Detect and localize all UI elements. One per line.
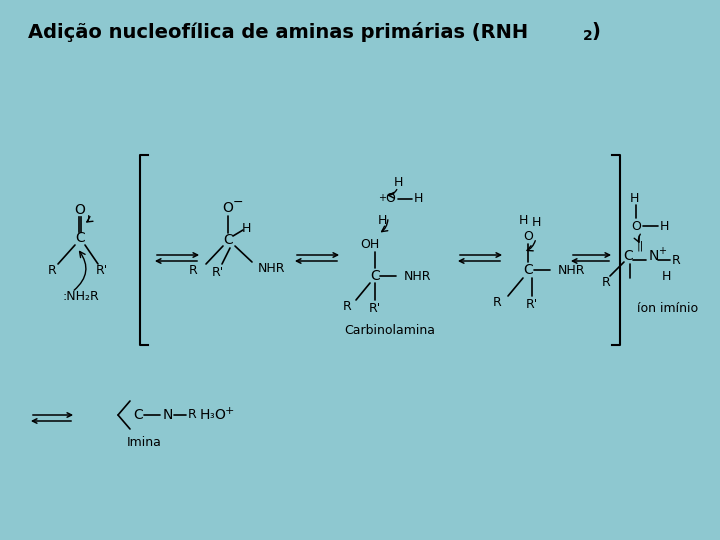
Text: H: H bbox=[531, 215, 541, 228]
Text: +: + bbox=[658, 246, 666, 256]
Text: C: C bbox=[133, 408, 143, 422]
Text: NHR: NHR bbox=[558, 264, 585, 276]
Text: O: O bbox=[75, 203, 86, 217]
Text: ): ) bbox=[591, 23, 600, 42]
Text: Imina: Imina bbox=[127, 436, 161, 449]
Text: H: H bbox=[518, 213, 528, 226]
Text: H: H bbox=[200, 408, 210, 422]
Text: H: H bbox=[393, 176, 402, 188]
Text: H: H bbox=[629, 192, 639, 205]
Text: Carbinolamina: Carbinolamina bbox=[344, 323, 436, 336]
Text: OH: OH bbox=[360, 239, 379, 252]
Text: C: C bbox=[223, 233, 233, 247]
Text: +: + bbox=[225, 406, 234, 416]
Text: O: O bbox=[523, 230, 533, 242]
Text: O: O bbox=[222, 201, 233, 215]
Text: C: C bbox=[75, 231, 85, 245]
Text: R: R bbox=[602, 275, 611, 288]
Text: R': R' bbox=[212, 266, 224, 279]
Text: R: R bbox=[493, 295, 502, 308]
Text: C: C bbox=[523, 263, 533, 277]
Text: R: R bbox=[672, 253, 680, 267]
Text: R': R' bbox=[96, 264, 108, 276]
Text: +: + bbox=[378, 193, 386, 203]
Text: R: R bbox=[48, 264, 56, 276]
Text: H: H bbox=[660, 219, 669, 233]
Text: ₃: ₃ bbox=[210, 410, 215, 420]
Text: R: R bbox=[188, 408, 197, 422]
Text: H: H bbox=[241, 221, 251, 234]
Text: H: H bbox=[377, 213, 387, 226]
Text: Adição nucleofílica de aminas primárias (RNH: Adição nucleofílica de aminas primárias … bbox=[28, 22, 528, 42]
Text: −: − bbox=[233, 195, 243, 208]
Text: R': R' bbox=[526, 298, 538, 310]
Text: ||: || bbox=[636, 241, 644, 251]
Text: C: C bbox=[623, 249, 633, 263]
Text: R: R bbox=[189, 264, 198, 276]
Text: :NH₂R: :NH₂R bbox=[62, 289, 99, 302]
Text: O: O bbox=[385, 192, 395, 206]
Text: H: H bbox=[413, 192, 423, 206]
Text: O: O bbox=[631, 219, 641, 233]
Text: O: O bbox=[215, 408, 225, 422]
Text: NHR: NHR bbox=[404, 269, 431, 282]
Text: N: N bbox=[163, 408, 174, 422]
Text: C: C bbox=[370, 269, 380, 283]
Text: H: H bbox=[661, 269, 671, 282]
Text: R: R bbox=[343, 300, 352, 313]
Text: 2: 2 bbox=[583, 29, 593, 43]
Text: R': R' bbox=[369, 301, 381, 314]
Text: íon imínio: íon imínio bbox=[637, 301, 698, 314]
Text: N: N bbox=[649, 249, 660, 263]
Text: NHR: NHR bbox=[258, 261, 286, 274]
